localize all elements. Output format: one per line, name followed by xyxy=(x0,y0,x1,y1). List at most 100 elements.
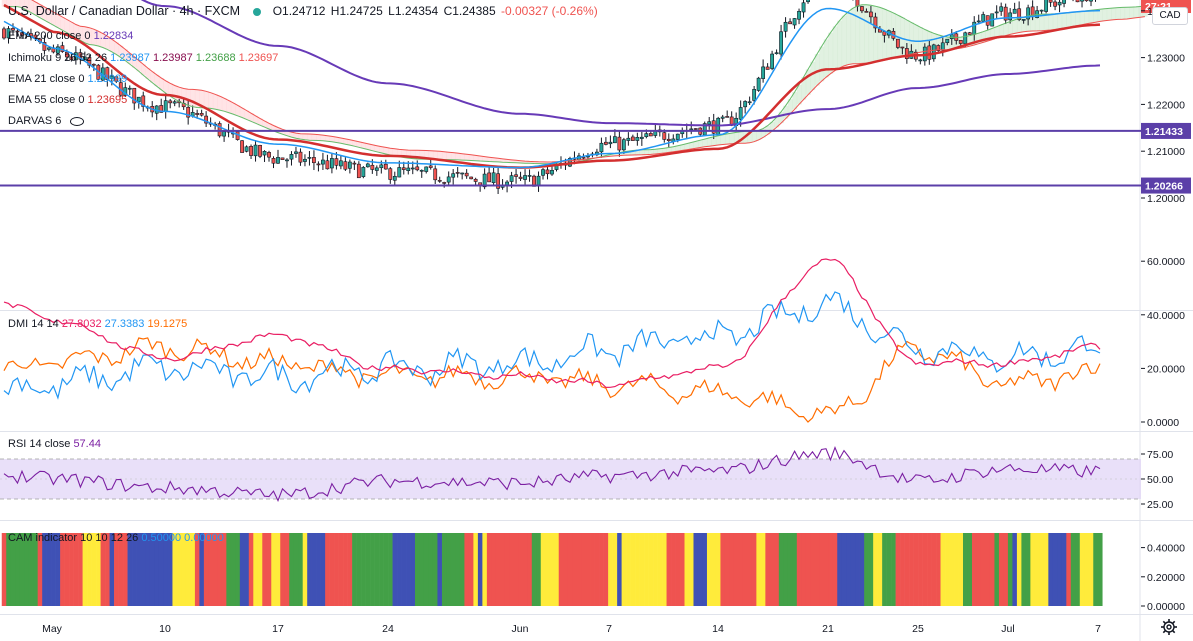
ichimoku-cloud-segment xyxy=(989,28,995,40)
currency-button[interactable]: CAD xyxy=(1152,7,1188,25)
candle xyxy=(64,51,69,58)
cam-bar xyxy=(221,533,227,606)
ema55-legend[interactable]: EMA 55 close 0 1.23695 xyxy=(8,94,128,106)
cam-bar xyxy=(464,533,470,606)
cam-legend[interactable]: CAM indicator 10 10 12 26 0.50000 0.0000… xyxy=(8,532,224,544)
candle xyxy=(860,6,864,12)
cam-bar xyxy=(141,533,146,606)
candle xyxy=(689,128,694,131)
candle xyxy=(222,131,226,137)
candle xyxy=(761,66,766,79)
cam-bar xyxy=(383,533,389,606)
candle xyxy=(312,157,316,164)
ichimoku-cloud-segment xyxy=(778,111,784,124)
ichimoku-cloud-segment xyxy=(459,153,465,161)
cam-bar xyxy=(792,533,798,606)
cam-bar xyxy=(1021,533,1027,606)
candle xyxy=(644,133,649,138)
cam-bar xyxy=(733,533,739,606)
ichimoku-cloud-segment xyxy=(1,0,7,7)
cam-bar xyxy=(994,533,1000,606)
ema21-legend[interactable]: EMA 21 close 0 1.23999 xyxy=(8,73,128,85)
candle xyxy=(895,38,900,48)
ichimoku-cloud-segment xyxy=(738,131,744,144)
candle xyxy=(1044,0,1048,12)
cam-bar xyxy=(87,533,92,606)
candle xyxy=(473,178,478,182)
cam-bar xyxy=(1012,533,1018,606)
cam-bar xyxy=(603,533,609,606)
cam-bar xyxy=(361,533,366,606)
ichimoku-cloud-segment xyxy=(747,131,753,143)
cam-bar xyxy=(226,533,232,606)
ichimoku-cloud-segment xyxy=(419,150,425,160)
cam-bar xyxy=(410,533,416,606)
ichimoku-cloud-segment xyxy=(635,150,640,155)
candle xyxy=(442,182,447,184)
cam-bar xyxy=(338,533,344,606)
ichimoku-cloud-segment xyxy=(1093,9,1099,23)
cam-bar xyxy=(1007,533,1013,606)
ema200-legend[interactable]: EMA 200 close 0 1.22834 xyxy=(8,30,134,42)
ichimoku-cloud-segment xyxy=(796,84,802,105)
cam-bar xyxy=(1003,533,1009,606)
cam-bar xyxy=(379,533,384,606)
cam-bar xyxy=(527,533,533,606)
candle xyxy=(109,75,114,79)
cam-bar xyxy=(96,533,101,606)
gear-icon[interactable] xyxy=(1160,618,1178,636)
rsi-legend[interactable]: RSI 14 close 57.44 xyxy=(8,438,101,450)
ichimoku-cloud-segment xyxy=(918,27,923,53)
candle xyxy=(931,44,936,60)
cam-bar xyxy=(958,533,964,606)
ichimoku-cloud-segment xyxy=(441,151,447,160)
cam-bar xyxy=(945,533,950,606)
cam-bar xyxy=(657,533,663,606)
candle xyxy=(114,76,119,82)
ichimoku-cloud-segment xyxy=(253,115,259,124)
cam-bar xyxy=(271,533,277,606)
candle xyxy=(460,172,465,175)
hidden-eye-icon[interactable] xyxy=(70,116,85,126)
candle xyxy=(365,163,370,168)
candle xyxy=(900,46,905,49)
cam-bar xyxy=(760,533,766,606)
cam-bar xyxy=(612,533,618,606)
cam-bar xyxy=(585,533,591,606)
cam-bar xyxy=(500,533,506,606)
ichimoku-cloud-segment xyxy=(370,144,375,151)
candle xyxy=(608,141,613,145)
cam-bar xyxy=(864,533,869,606)
ichimoku-cloud-segment xyxy=(994,26,1000,39)
ichimoku-cloud-segment xyxy=(172,85,178,100)
cam-bar xyxy=(455,533,461,606)
cam-bar xyxy=(711,533,717,606)
cam-bar xyxy=(518,533,524,606)
candle xyxy=(666,138,671,141)
candle xyxy=(397,167,402,178)
cam-bar xyxy=(536,533,542,606)
ichimoku-legend[interactable]: Ichimoku 9 26 52 26 1.23987 1.23987 1.23… xyxy=(8,52,279,64)
cam-bar xyxy=(437,533,443,606)
cam-bar xyxy=(397,533,402,606)
ichimoku-cloud-segment xyxy=(1075,11,1081,26)
ichimoku-cloud-segment xyxy=(612,153,618,156)
dmi-legend[interactable]: DMI 14 14 27.8032 27.3383 19.1275 xyxy=(8,318,188,330)
ichimoku-cloud-segment xyxy=(792,92,798,110)
ichimoku-cloud-segment xyxy=(980,31,986,43)
candle xyxy=(289,154,294,160)
symbol-title[interactable]: U.S. Dollar / Canadian Dollar · 4h · FXC… xyxy=(8,4,241,18)
dmi-plus-line xyxy=(3,291,1101,400)
candle xyxy=(743,101,748,108)
candle xyxy=(873,16,878,29)
darvas-legend[interactable]: DARVAS 6 xyxy=(8,114,85,128)
cam-bar xyxy=(796,533,802,606)
cam-bar xyxy=(69,533,74,606)
candle xyxy=(711,120,716,134)
ichimoku-cloud-segment xyxy=(415,150,420,159)
ichimoku-cloud-segment xyxy=(1097,9,1103,22)
ichimoku-cloud-segment xyxy=(900,17,906,57)
time-tick-label: Jul xyxy=(1001,623,1014,635)
cam-bar xyxy=(190,533,196,606)
